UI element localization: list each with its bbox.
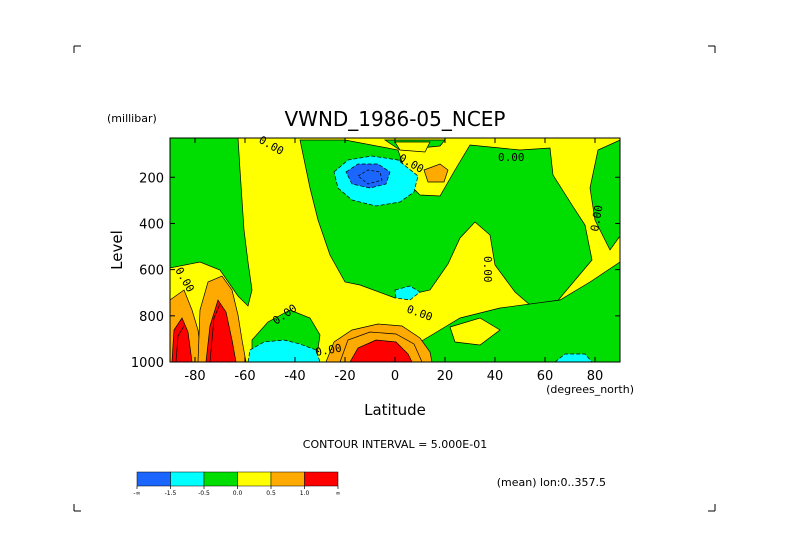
colorbar-label: -∞ <box>133 490 140 497</box>
y-tick-label: 800 <box>139 310 164 325</box>
x-axis: -80 -60 -40 -20 0 20 40 60 80 <box>184 138 603 384</box>
colorbar-label: -0.5 <box>198 490 210 497</box>
contour-region-yellow <box>394 141 431 153</box>
contour-label: 0.00 <box>498 151 525 164</box>
chart-title: VWND_1986-05_NCEP <box>284 107 505 131</box>
x-tick-label: -80 <box>184 369 205 384</box>
y-tick-label: 1000 <box>131 356 164 371</box>
contour-region-green <box>169 137 253 307</box>
contour-region-yellow <box>449 317 501 346</box>
colorbar-label: ∞ <box>336 490 341 497</box>
mean-info-text: (mean) lon:0..357.5 <box>497 476 606 489</box>
colorbar-swatch <box>270 471 305 487</box>
x-units-label: (degrees_north) <box>546 383 634 396</box>
contour-lines <box>175 169 423 363</box>
colorbar-label: 0.5 <box>266 490 276 497</box>
x-tick-label: -60 <box>234 369 255 384</box>
y-tick-label: 400 <box>139 217 164 232</box>
contour-interval-text: CONTOUR INTERVAL = 5.000E-01 <box>303 438 487 451</box>
contour-label: 0.00 <box>314 342 342 359</box>
colorbar-swatch <box>170 471 205 487</box>
x-tick-label: 20 <box>437 369 454 384</box>
contour-region-orange <box>423 163 449 183</box>
crop-marks <box>73 45 716 512</box>
y-axis: 200 400 600 800 1000 <box>131 171 620 371</box>
colorbar-label: 1.0 <box>300 490 310 497</box>
y-axis-label: Level <box>108 230 126 270</box>
x-tick-label: 0 <box>391 369 399 384</box>
contour-label: 0.00 <box>588 204 605 232</box>
colorbar-swatch <box>237 471 272 487</box>
x-tick-label: 40 <box>487 369 504 384</box>
y-tick-label: 600 <box>139 264 164 279</box>
x-tick-label: 80 <box>587 369 604 384</box>
colorbar-swatch <box>203 471 238 487</box>
y-tick-label: 200 <box>139 171 164 186</box>
contour-region-cyan <box>247 339 321 363</box>
contour-region-cyan <box>394 285 421 301</box>
colorbar-label: -1.5 <box>165 490 177 497</box>
x-tick-label: 60 <box>537 369 554 384</box>
colorbar: -∞ -1.5 -0.5 0.0 0.5 1.0 ∞ <box>133 471 341 497</box>
colorbar-swatch <box>304 471 339 487</box>
colorbar-label: 0.0 <box>233 490 243 497</box>
x-tick-label: -20 <box>334 369 355 384</box>
plot-area <box>169 137 621 363</box>
contour-label: 0.00 <box>481 256 494 283</box>
y-units-label: (millibar) <box>107 112 157 125</box>
x-axis-label: Latitude <box>364 401 426 419</box>
colorbar-swatch <box>136 471 171 487</box>
x-tick-label: -40 <box>284 369 305 384</box>
contour-region-blue <box>345 163 391 189</box>
